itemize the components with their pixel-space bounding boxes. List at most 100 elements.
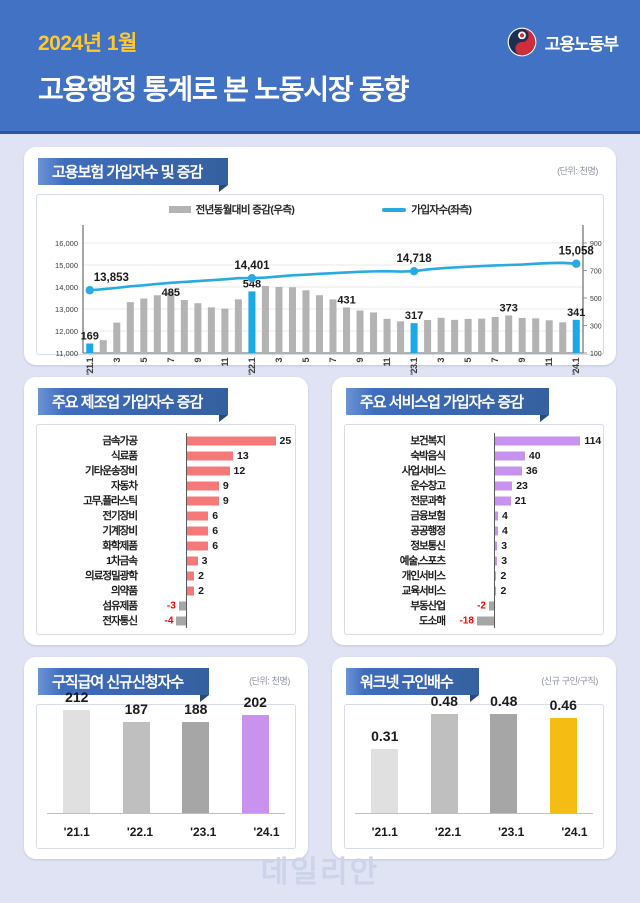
hbar-negative-zone	[452, 553, 494, 568]
hbar-category-label: 의약품	[111, 585, 138, 597]
hbar-positive-zone: 2	[186, 583, 295, 598]
hbar-negative-zone	[144, 538, 186, 553]
combo-bar	[275, 287, 283, 353]
hbar-negative-zone: -2	[452, 598, 494, 613]
combo-bar	[194, 303, 202, 353]
combo-bar	[559, 322, 567, 353]
xaxis-tick-label: 7	[490, 358, 501, 363]
chart-frame-employment-insurance: 전년동월대비 증감(우측) 가입자수(좌측) 11,000 12,000 13,00…	[36, 194, 604, 375]
vbar-column: 0.48	[415, 693, 475, 814]
hbar-positive-zone	[186, 613, 295, 628]
hbar-negative-zone	[144, 568, 186, 583]
line-value-label: 13,853	[94, 272, 129, 284]
hbar-value-label: 21	[514, 494, 527, 507]
hbar-row: 전문과학 21	[345, 493, 603, 508]
vbar-xaxis-label: '22.1	[434, 825, 462, 839]
vbar-xaxis-label: '24.1	[561, 825, 588, 839]
line-value-label: 15,058	[559, 246, 595, 258]
legend-item-bar: 전년동월대비 증감(우측)	[168, 202, 295, 217]
vbar-column: 0.31	[355, 728, 415, 814]
bar-value-label: 548	[243, 278, 261, 290]
hbar-category-label: 전기장비	[102, 510, 138, 522]
hbar-positive-bar	[187, 436, 276, 445]
card-worknet: 워크넷 구인배수 (신규 구인/구직) 0.31 0.48 0.48 0.46 '21…	[332, 657, 616, 859]
combo-bar	[572, 319, 580, 353]
hbar-row: 금융보험 4	[345, 508, 603, 523]
xaxis-tick-label: '22.1	[246, 358, 257, 376]
hbar-negative-zone	[452, 583, 494, 598]
combo-bar	[315, 295, 323, 353]
hbar-value-label: -2	[477, 600, 486, 611]
chart-frame-manufacturing: 금속가공 25 식료품 13 기타운송장비 12 자동차 9 고무,플라스틱 9 전기장비 6 기계장비…	[36, 424, 296, 635]
hbar-positive-bar	[187, 571, 195, 580]
hbar-positive-zone	[186, 598, 295, 613]
combo-bar	[478, 318, 486, 353]
hbar-positive-bar	[187, 586, 195, 595]
taegeuk-icon	[507, 27, 537, 57]
svg-text:700: 700	[590, 269, 602, 276]
vbar-column: 202	[226, 694, 286, 814]
hbar-category-label: 사업서비스	[401, 465, 446, 477]
hbar-positive-zone: 25	[186, 433, 295, 448]
hbar-category-label: 보건복지	[410, 435, 446, 447]
combo-bar	[180, 300, 188, 353]
combo-bar	[86, 343, 94, 353]
combo-bar	[234, 299, 242, 353]
bar-value-label: 169	[81, 331, 99, 343]
hbar-negative-zone	[144, 493, 186, 508]
combo-bar	[451, 319, 459, 353]
combo-bar	[518, 317, 526, 353]
card-title-manufacturing: 주요 제조업 가입자수 증감	[38, 388, 229, 422]
hbar-value-label: 6	[212, 539, 219, 552]
combo-bar	[370, 312, 378, 353]
xaxis-tick-label: 3	[273, 358, 284, 363]
hbar-category-label: 운수창고	[410, 480, 446, 492]
card-title-jobseeker-benefit: 구직급여 신규신청자수	[38, 668, 210, 702]
vbar-column: 0.46	[534, 697, 594, 814]
hbar-value-label: 6	[212, 524, 219, 537]
hbar-negative-zone	[452, 493, 494, 508]
combo-bar	[153, 295, 161, 353]
hbar-chart-manufacturing: 금속가공 25 식료품 13 기타운송장비 12 자동차 9 고무,플라스틱 9 전기장비 6 기계장비…	[37, 433, 295, 628]
card-employment-insurance: 고용보험 가입자수 및 증감 (단위: 천명) 전년동월대비 증감(우측) 가입…	[24, 147, 616, 375]
hbar-row: 식료품 13	[37, 448, 295, 463]
hbar-row: 의료정밀광학 2	[37, 568, 295, 583]
vbar-baseline-jobseeker	[47, 812, 285, 814]
hbar-negative-zone	[452, 538, 494, 553]
hbar-positive-bar	[187, 451, 234, 460]
xaxis-tick-label: 11	[219, 358, 230, 367]
hbar-positive-bar	[187, 496, 219, 505]
hbar-value-label: 9	[222, 494, 229, 507]
hbar-value-label: 2	[500, 569, 507, 582]
combo-bar	[343, 307, 351, 353]
line-value-label: 14,401	[234, 260, 270, 272]
unit-label-jobseeker-benefit: (단위: 천명)	[249, 676, 290, 686]
hbar-value-label: 25	[279, 434, 292, 447]
hbar-category-label: 숙박음식	[410, 450, 446, 462]
svg-text:300: 300	[590, 324, 602, 331]
card-title-services: 주요 서비스업 가입자수 증감	[346, 388, 550, 422]
vbar-rect	[122, 722, 150, 814]
hbar-positive-zone: 2	[494, 568, 603, 583]
hbar-negative-zone	[144, 583, 186, 598]
hbar-row: 부동산업 -2	[345, 598, 603, 613]
combo-bar	[356, 310, 364, 353]
hbar-positive-zone: 9	[186, 478, 295, 493]
combo-bar	[99, 340, 107, 353]
hbar-row: 숙박음식 40	[345, 448, 603, 463]
combo-bar	[221, 308, 229, 353]
header-divider	[0, 131, 640, 134]
hbar-category-label: 정보통신	[410, 540, 446, 552]
svg-text:100: 100	[590, 351, 602, 357]
hbar-negative-zone	[144, 478, 186, 493]
hbar-negative-zone	[452, 433, 494, 448]
unit-label-worknet: (신규 구인/구직)	[541, 676, 598, 686]
combo-bar	[545, 320, 553, 353]
vbar-rect	[490, 714, 518, 814]
hbar-value-label: 4	[501, 509, 508, 522]
svg-text:15,000: 15,000	[55, 261, 78, 270]
vbar-baseline-worknet	[355, 812, 593, 814]
vbar-value-label: 212	[65, 689, 89, 705]
svg-text:11,000: 11,000	[56, 349, 78, 357]
vbar-value-label: 0.31	[371, 728, 399, 745]
